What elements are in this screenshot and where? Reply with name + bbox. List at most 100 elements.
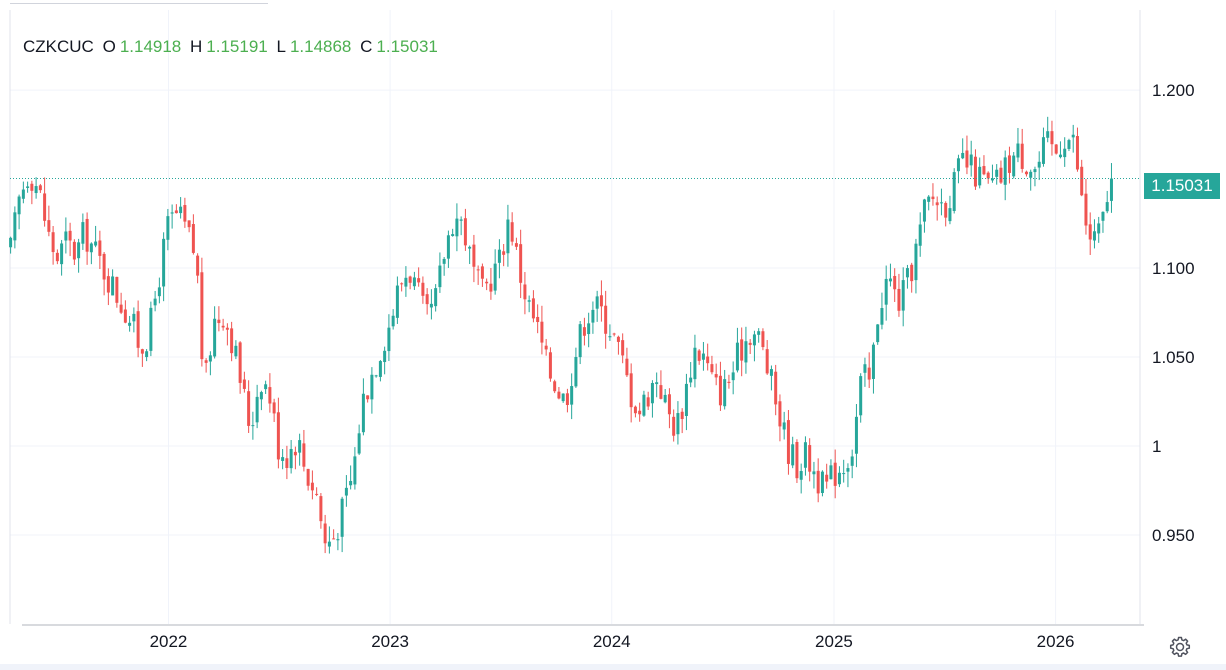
candle-body xyxy=(89,243,93,253)
candle-body xyxy=(612,333,616,335)
candle-body xyxy=(208,355,212,362)
candle-body xyxy=(395,285,399,318)
candle-body xyxy=(655,382,659,385)
candle-body xyxy=(1020,143,1024,169)
candle-body xyxy=(769,369,773,376)
candle-body xyxy=(833,462,837,486)
candle-body xyxy=(905,268,909,278)
candle-body xyxy=(276,412,280,460)
candle-body xyxy=(973,156,977,187)
candle-body xyxy=(638,410,642,415)
candle-body xyxy=(196,255,200,276)
candle-body xyxy=(553,381,557,392)
candle-body xyxy=(714,374,718,378)
candle-body xyxy=(85,218,89,252)
candle-body xyxy=(1058,154,1062,158)
candle-body xyxy=(429,303,433,308)
candle-body xyxy=(119,304,123,313)
candle-body xyxy=(149,307,153,351)
candle-body xyxy=(591,309,595,323)
candle-body xyxy=(1063,148,1067,158)
candle-body xyxy=(863,364,867,373)
candle-body xyxy=(225,327,229,330)
x-tick-label: 2022 xyxy=(150,632,188,651)
candle-body xyxy=(264,384,268,390)
ohlc-legend: CZKCUC O 1.14918 H 1.15191 L 1.14868 C 1.150… xyxy=(23,37,442,57)
candle-body xyxy=(191,224,195,253)
legend-open-label: O xyxy=(102,37,116,56)
candle-body xyxy=(438,265,442,288)
candle-body xyxy=(510,222,514,242)
candle-body xyxy=(26,186,30,188)
candle-body xyxy=(846,468,850,472)
candle-body xyxy=(391,315,395,327)
candle-body xyxy=(468,246,472,249)
candle-body xyxy=(319,496,323,522)
candle-body xyxy=(786,420,790,464)
candle-body xyxy=(187,220,191,228)
candle-body xyxy=(30,183,34,191)
candle-body xyxy=(706,356,710,364)
candle-body xyxy=(404,277,408,287)
candle-body xyxy=(680,411,684,419)
candle-body xyxy=(1101,211,1105,221)
candle-body xyxy=(446,235,450,259)
candle-body xyxy=(132,313,136,322)
legend-close-value: 1.15031 xyxy=(376,37,438,56)
candle-body xyxy=(650,383,654,404)
gear-icon[interactable] xyxy=(1168,635,1192,659)
candle-body xyxy=(281,457,285,461)
candle-body xyxy=(1080,166,1084,196)
candle-body xyxy=(978,166,982,186)
candle-body xyxy=(595,296,599,309)
candle-body xyxy=(761,331,765,348)
candle-body xyxy=(234,345,238,357)
candle-body xyxy=(859,376,863,416)
candle-body xyxy=(799,471,803,480)
candle-body xyxy=(272,402,276,414)
candle-body xyxy=(871,344,875,379)
candle-body xyxy=(952,172,956,211)
candle-body xyxy=(1109,178,1113,201)
candle-body xyxy=(170,212,174,214)
candle-body xyxy=(1067,140,1071,149)
candle-body xyxy=(536,316,540,323)
candle-body xyxy=(672,416,676,436)
candle-body xyxy=(60,243,64,265)
candle-body xyxy=(259,392,263,400)
legend-low-label: L xyxy=(276,37,286,56)
candle-body xyxy=(408,276,412,283)
candle-body xyxy=(485,281,489,284)
candle-body xyxy=(251,425,255,427)
candle-body xyxy=(153,298,157,306)
candle-body xyxy=(527,300,531,302)
candle-body xyxy=(366,395,370,400)
candle-body xyxy=(340,498,344,537)
candle-body xyxy=(115,276,119,303)
candle-body xyxy=(128,322,132,326)
candle-body xyxy=(829,465,833,480)
candle-body xyxy=(81,222,85,244)
candle-body xyxy=(659,385,663,399)
candle-body xyxy=(693,347,697,380)
legend-high-label: H xyxy=(190,37,203,56)
candle-body xyxy=(901,280,905,311)
candle-body xyxy=(676,413,680,435)
candle-body xyxy=(931,196,935,200)
x-tick-label: 2025 xyxy=(815,632,853,651)
candle-body xyxy=(476,269,480,271)
candle-body xyxy=(123,309,127,323)
candle-body xyxy=(922,199,926,222)
candle-body xyxy=(697,350,701,361)
y-tick-label: 1 xyxy=(1152,437,1161,456)
candle-body xyxy=(183,205,187,222)
candle-body xyxy=(880,308,884,325)
candle-body xyxy=(1046,131,1050,138)
candle-body xyxy=(323,523,327,544)
candle-body xyxy=(816,470,820,494)
y-tick-label: 1.050 xyxy=(1152,348,1195,367)
candle-body xyxy=(72,241,76,260)
candle-body xyxy=(145,351,149,358)
x-tick-label: 2024 xyxy=(593,632,631,651)
